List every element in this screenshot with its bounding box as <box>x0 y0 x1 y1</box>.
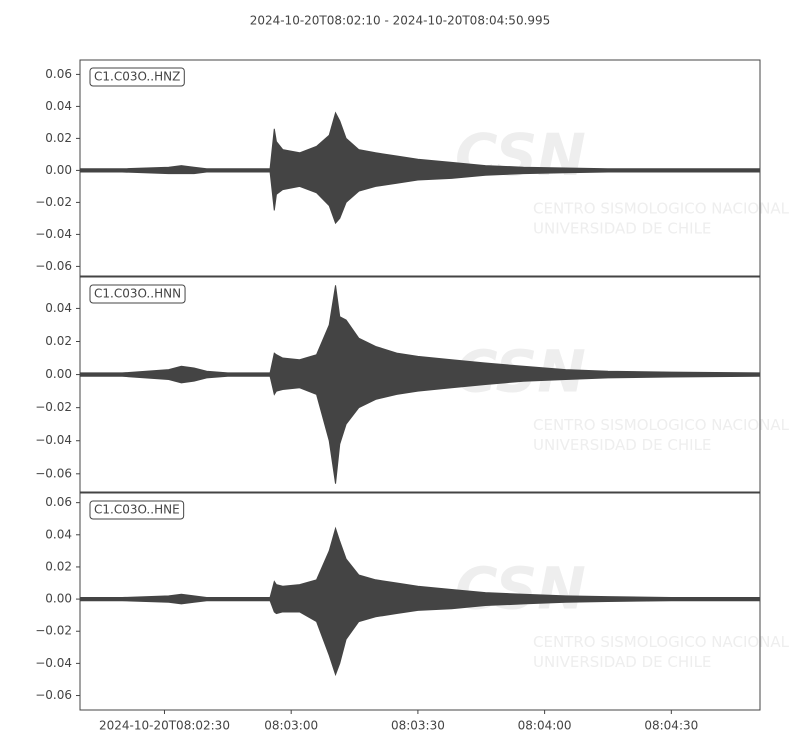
x-tick-label: 08:03:30 <box>391 719 445 733</box>
y-tick-label: 0.00 <box>45 163 72 177</box>
y-tick-label: 0.04 <box>45 99 72 113</box>
panel-frame <box>79 59 761 277</box>
y-tick-label: −0.02 <box>35 195 72 209</box>
y-tick-label: 0.06 <box>45 67 72 81</box>
y-tick-label: 0.04 <box>45 301 72 315</box>
y-tick-label: −0.04 <box>35 433 72 447</box>
y-tick-label: −0.02 <box>35 624 72 638</box>
watermark-line: CENTRO SISMOLOGICO NACIONAL <box>533 199 790 217</box>
watermark-logo: CSN <box>455 554 586 622</box>
y-tick-label: 0.02 <box>45 334 72 348</box>
panel-label: C1.C03O..HNN <box>94 287 181 301</box>
x-tick-label: 08:03:00 <box>264 719 318 733</box>
x-tick-label: 08:04:30 <box>644 719 698 733</box>
y-tick-label: −0.06 <box>35 688 72 702</box>
trace-low <box>80 600 760 677</box>
watermark-line: UNIVERSIDAD DE CHILE <box>533 653 711 671</box>
y-tick-label: −0.06 <box>35 466 72 480</box>
panel-label-box <box>89 284 186 304</box>
trace-low <box>80 375 761 484</box>
panel-frame <box>79 276 761 493</box>
x-tick-label: 2024-10-20T08:02:30 <box>99 719 230 733</box>
watermark: CSN CENTRO SISMOLOGICO NACIONAL UNIVERSIDA… <box>455 121 790 237</box>
y-tick-label: −0.06 <box>35 259 72 273</box>
trace-fill <box>80 112 760 224</box>
y-tick-label: 0.02 <box>45 131 72 145</box>
trace-high <box>80 285 761 374</box>
watermark-line: UNIVERSIDAD DE CHILE <box>533 219 711 237</box>
panel-label: C1.C03O..HNE <box>94 503 180 517</box>
y-tick-label: 0.06 <box>45 495 72 509</box>
y-tick-label: −0.04 <box>35 656 72 670</box>
watermark-line: UNIVERSIDAD DE CHILE <box>533 436 711 454</box>
panel-label-box <box>89 500 185 520</box>
y-tick-label: 0.02 <box>45 559 72 573</box>
trace-fill <box>80 285 760 484</box>
watermark-logo: CSN <box>455 121 586 189</box>
trace-low <box>80 171 760 225</box>
y-tick-label: 0.04 <box>45 527 72 541</box>
panel-frame <box>79 492 761 711</box>
y-tick-label: −0.02 <box>35 400 72 414</box>
x-tick-label: 08:04:00 <box>518 719 572 733</box>
trace-high <box>80 111 760 170</box>
panel-label: C1.C03O..HNZ <box>94 70 180 84</box>
watermark-line: CENTRO SISMOLOGICO NACIONAL <box>533 633 790 651</box>
watermark-line: CENTRO SISMOLOGICO NACIONAL <box>533 416 790 434</box>
panel-label-box <box>89 67 185 87</box>
y-tick-label: −0.04 <box>35 227 72 241</box>
chart-title: 2024-10-20T08:02:10 - 2024-10-20T08:04:5… <box>250 14 551 28</box>
y-tick-label: 0.00 <box>45 367 72 381</box>
trace-fill <box>80 528 760 675</box>
y-tick-label: 0.00 <box>45 592 72 606</box>
trace-high <box>80 526 760 598</box>
watermark: CSN CENTRO SISMOLOGICO NACIONAL UNIVERSIDA… <box>455 554 790 670</box>
